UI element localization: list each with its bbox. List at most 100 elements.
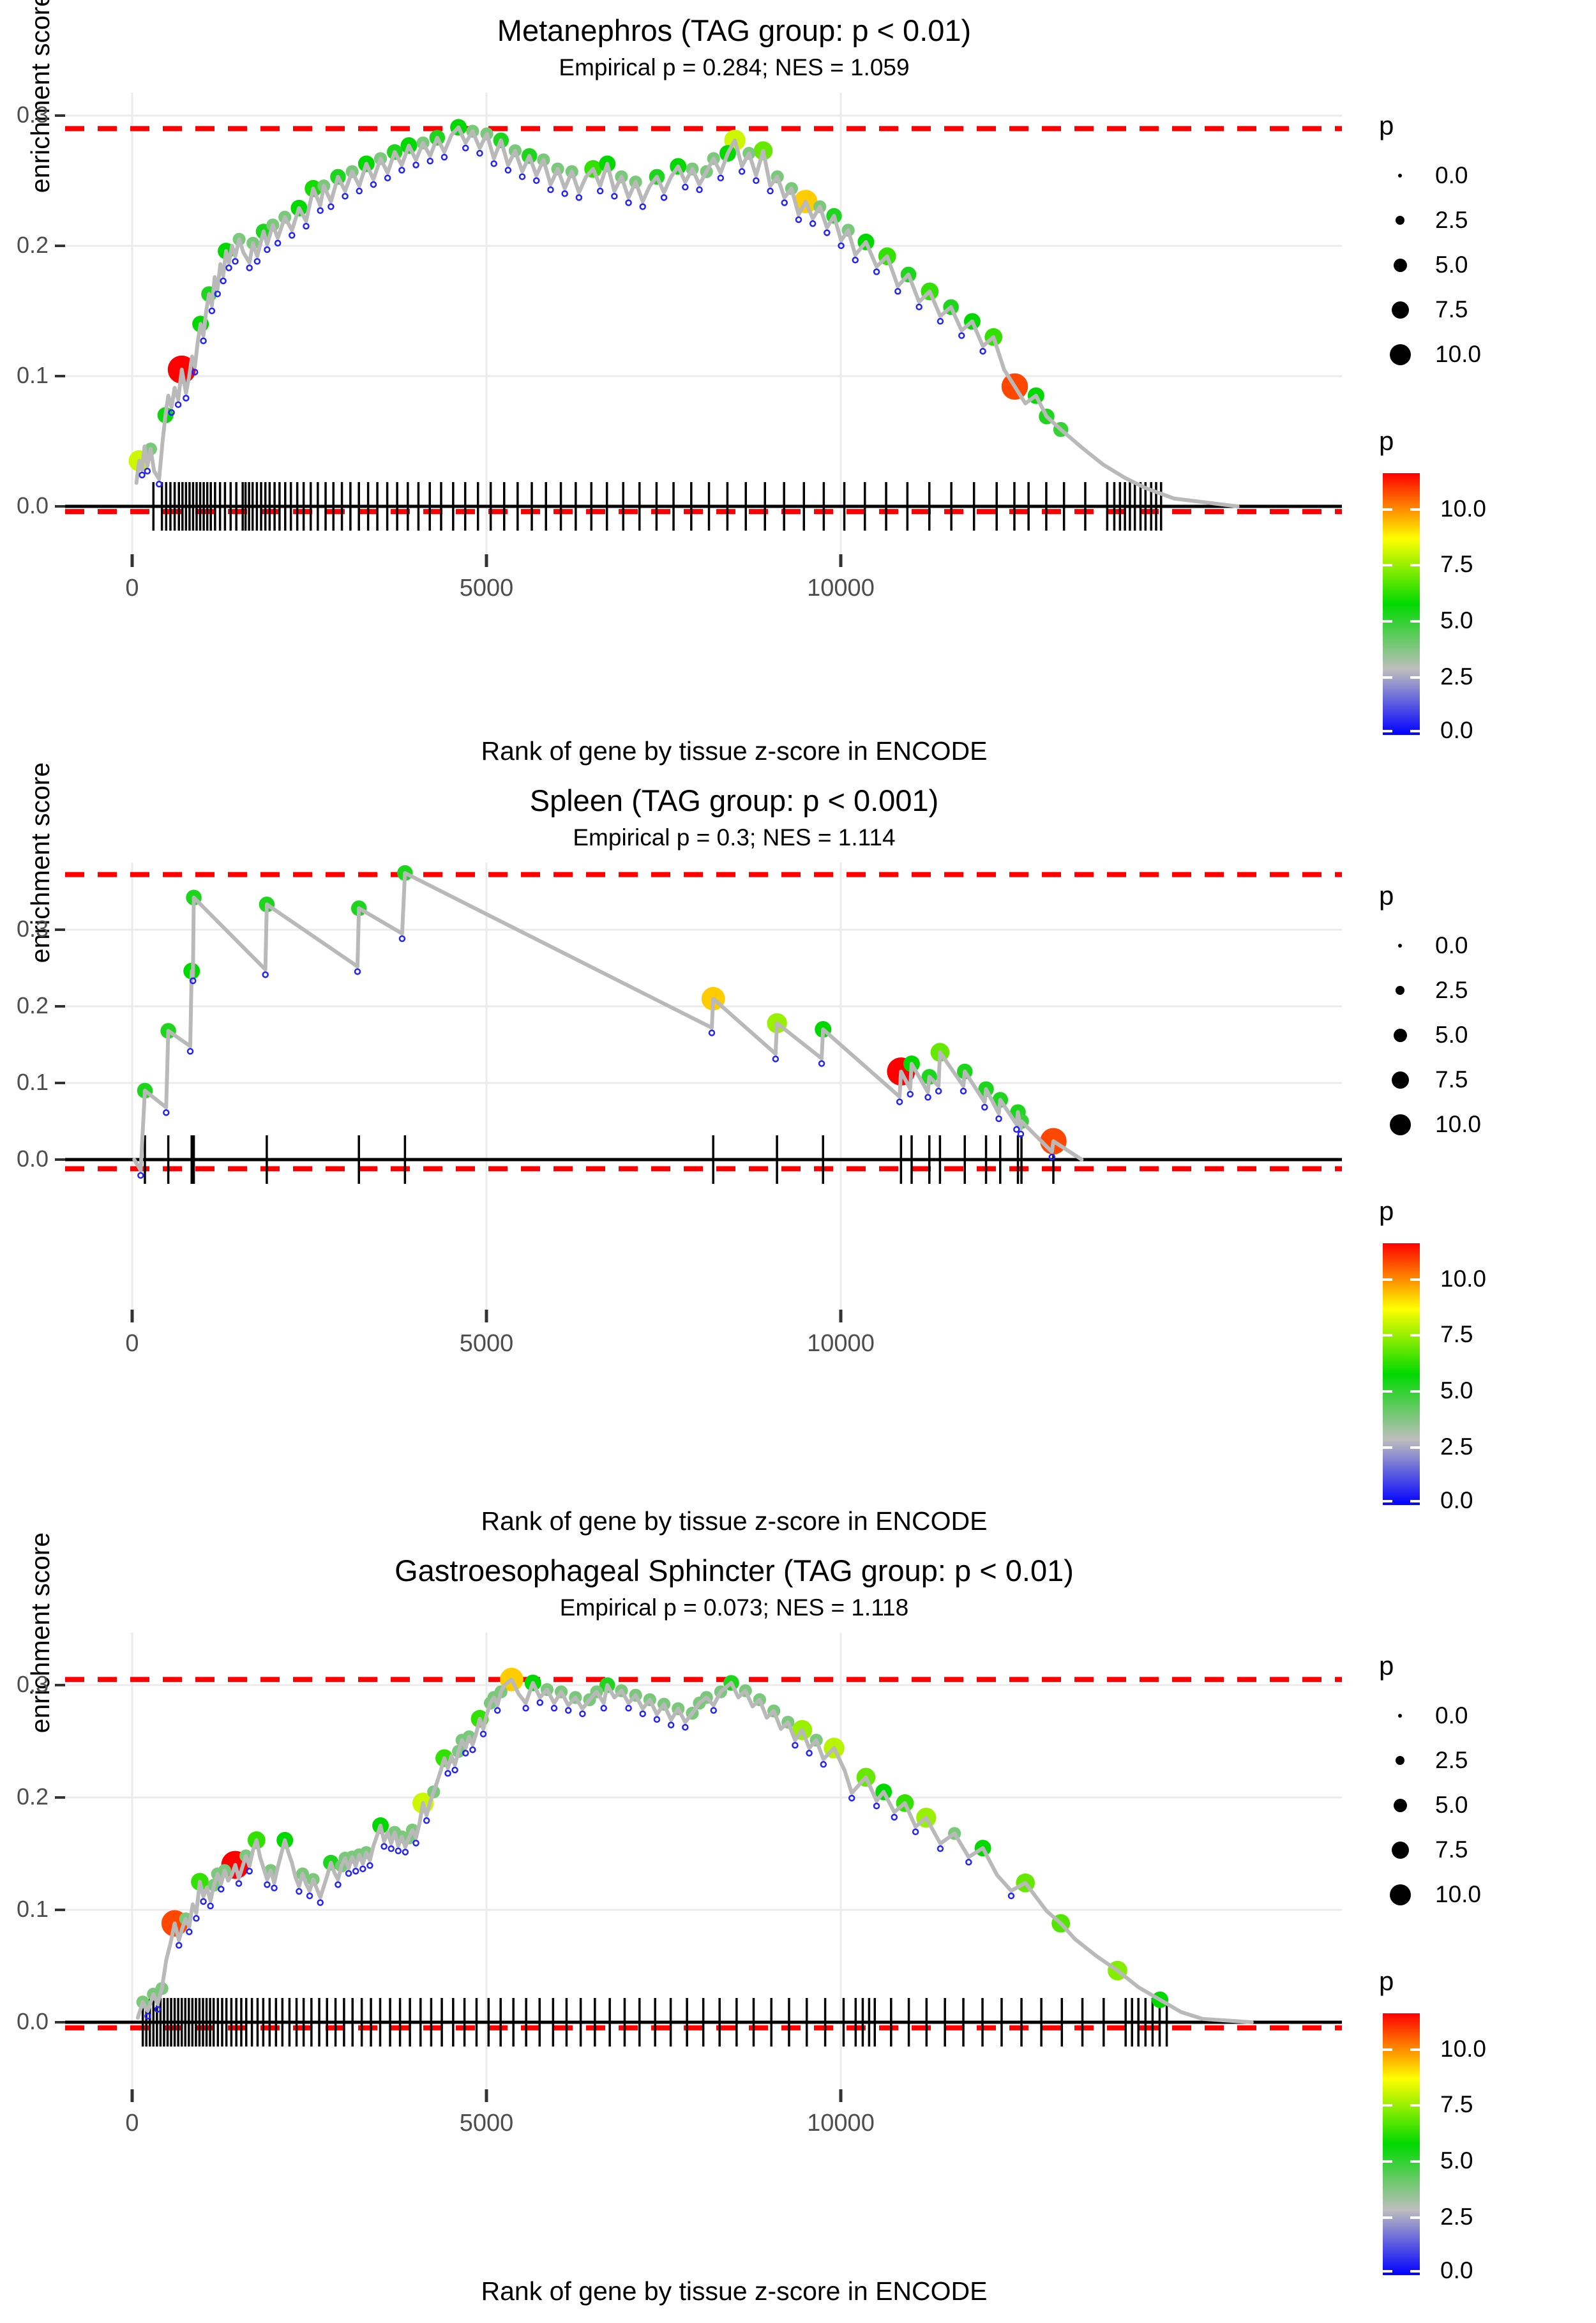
size-legend-dot-icon <box>1393 1028 1407 1042</box>
color-legend-label: 10.0 <box>1440 496 1487 522</box>
color-bar-tick <box>1383 2269 1392 2273</box>
y-tick-label: 0.0 <box>16 492 49 518</box>
color-bar-tick <box>1410 2048 1420 2052</box>
size-legend-label: 5.0 <box>1435 1792 1468 1818</box>
svg-text:0: 0 <box>125 575 139 602</box>
enrichment-plot: 0 5000 10000 <box>65 863 1342 1366</box>
plot-row: enrichment score 0.0 0.1 0.2 0.3 0 5000 10000… <box>0 0 1596 743</box>
es-curve <box>132 871 1084 1172</box>
size-legend-dot-box <box>1379 1787 1421 1823</box>
size-legend-label: 2.5 <box>1435 1747 1468 1773</box>
y-tick-mark <box>55 245 65 247</box>
y-tick-mark <box>55 2021 65 2024</box>
color-bar-tick <box>1383 619 1392 623</box>
size-legend-dot-icon <box>1389 1884 1411 1905</box>
color-bar-tick <box>1410 2103 1420 2107</box>
y-axis-ticks: 0.0 0.1 0.2 0.3 <box>0 1633 65 2144</box>
size-legend-dot-box <box>1379 928 1421 964</box>
size-legend-label: 0.0 <box>1435 1702 1468 1729</box>
size-legend-item: 5.0 <box>1379 247 1596 283</box>
color-legend-body: 10.0 7.5 5.0 2.5 0.0 <box>1379 1243 1596 1513</box>
size-legend-dot-icon <box>1396 986 1404 995</box>
size-legend-label: 10.0 <box>1435 1111 1482 1137</box>
panel-spleen: Spleen (TAG group: p < 0.001) Empirical … <box>0 762 1596 1536</box>
size-legend: p 0.0 2.5 5.0 7.5 10.0 <box>1379 1651 1596 1921</box>
size-legend-item: 10.0 <box>1379 1877 1596 1912</box>
panel-subtitle: Empirical p = 0.3; NES = 1.114 <box>573 824 896 851</box>
y-tick-mark <box>55 1158 65 1161</box>
size-legend-items: 0.0 2.5 5.0 7.5 10.0 <box>1379 928 1596 1142</box>
y-tick-mark <box>55 375 65 377</box>
color-legend-label: 10.0 <box>1440 1266 1487 1292</box>
size-legend-dot-icon <box>1391 301 1409 319</box>
y-axis-ticks: 0.0 0.1 0.2 0.3 <box>0 93 65 610</box>
svg-text:5000: 5000 <box>460 575 514 602</box>
y-tick-label: 0.3 <box>16 916 49 942</box>
color-bar-tick <box>1383 1333 1392 1336</box>
size-legend-label: 2.5 <box>1435 207 1468 233</box>
size-legend-item: 2.5 <box>1379 1743 1596 1778</box>
svg-text:0: 0 <box>125 2110 139 2137</box>
color-bar-tick <box>1410 619 1420 623</box>
y-tick-mark <box>55 1684 65 1686</box>
size-legend-dot-icon <box>1396 1756 1404 1765</box>
legend-column: p 0.0 2.5 5.0 7.5 10.0 p 10.0 7.5 5.0 2.5 0.0 <box>1342 1633 1596 2283</box>
color-bar-tick <box>1383 1278 1392 1282</box>
color-legend-label: 7.5 <box>1440 2091 1473 2117</box>
size-legend-item: 5.0 <box>1379 1787 1596 1823</box>
panel-header: Metanephros (TAG group: p < 0.01) Empiri… <box>0 13 1373 81</box>
size-legend-item: 2.5 <box>1379 972 1596 1008</box>
color-bar-tick <box>1383 508 1392 511</box>
size-legend-item: 0.0 <box>1379 1698 1596 1734</box>
y-tick-mark <box>55 114 65 117</box>
color-legend: p 10.0 7.5 5.0 2.5 0.0 <box>1379 1196 1596 1513</box>
legend-column: p 0.0 2.5 5.0 7.5 10.0 p 10.0 7.5 5.0 2.5 0.0 <box>1342 863 1596 1513</box>
y-tick-label: 0.2 <box>16 992 49 1018</box>
x-axis: 0 5000 10000 <box>125 1310 875 1357</box>
color-bar-tick <box>1410 1389 1420 1393</box>
size-legend-label: 7.5 <box>1435 1066 1468 1093</box>
color-legend-label: 0.0 <box>1440 2257 1473 2283</box>
color-legend-label: 5.0 <box>1440 607 1473 633</box>
panel-subtitle: Empirical p = 0.073; NES = 1.118 <box>559 1594 909 1621</box>
color-bar-tick <box>1410 729 1420 732</box>
color-bar-tick <box>1383 729 1392 732</box>
size-legend-label: 7.5 <box>1435 296 1468 322</box>
es-curve <box>134 125 1240 508</box>
size-legend-dot-box <box>1379 247 1421 283</box>
y-tick-label: 0.1 <box>16 1896 49 1922</box>
valley-dots <box>139 144 986 488</box>
color-bar-tick <box>1410 676 1420 679</box>
size-legend-dot-icon <box>1389 344 1411 365</box>
color-legend-label: 0.0 <box>1440 1487 1473 1513</box>
size-legend-items: 0.0 2.5 5.0 7.5 10.0 <box>1379 1698 1596 1912</box>
size-legend-dot-box <box>1379 1107 1421 1142</box>
x-axis: 0 5000 10000 <box>125 554 875 602</box>
plot-row: enrichment score 0.0 0.1 0.2 0.3 0 5000 10000… <box>0 762 1596 1513</box>
color-legend-label: 7.5 <box>1440 1320 1473 1347</box>
size-legend-items: 0.0 2.5 5.0 7.5 10.0 <box>1379 158 1596 372</box>
color-legend-title: p <box>1379 1966 1394 1996</box>
size-legend-dot-box <box>1379 1062 1421 1098</box>
svg-text:5000: 5000 <box>460 2110 514 2137</box>
size-legend-item: 0.0 <box>1379 928 1596 964</box>
panel-header: Gastroesophageal Sphincter (TAG group: p… <box>0 1553 1373 1621</box>
y-tick-mark <box>55 505 65 508</box>
color-legend-label: 7.5 <box>1440 550 1473 577</box>
size-legend-item: 5.0 <box>1379 1017 1596 1053</box>
panel-title: Metanephros (TAG group: p < 0.01) <box>497 13 972 47</box>
size-legend-label: 10.0 <box>1435 341 1482 367</box>
gene-rug <box>144 1135 1055 1184</box>
panel-title: Gastroesophageal Sphincter (TAG group: p… <box>395 1554 1074 1587</box>
color-legend-title: p <box>1379 1196 1394 1226</box>
size-legend-label: 0.0 <box>1435 162 1468 188</box>
x-axis-title: Rank of gene by tissue z-score in ENCODE <box>481 2276 988 2306</box>
size-legend-item: 7.5 <box>1379 1062 1596 1098</box>
size-legend-item: 10.0 <box>1379 1107 1596 1142</box>
y-axis-ticks: 0.0 0.1 0.2 0.3 <box>0 863 65 1366</box>
size-legend-dot-box <box>1379 292 1421 328</box>
color-bar-tick <box>1410 1499 1420 1502</box>
size-legend-item: 0.0 <box>1379 158 1596 193</box>
color-bar-tick <box>1410 2216 1420 2219</box>
